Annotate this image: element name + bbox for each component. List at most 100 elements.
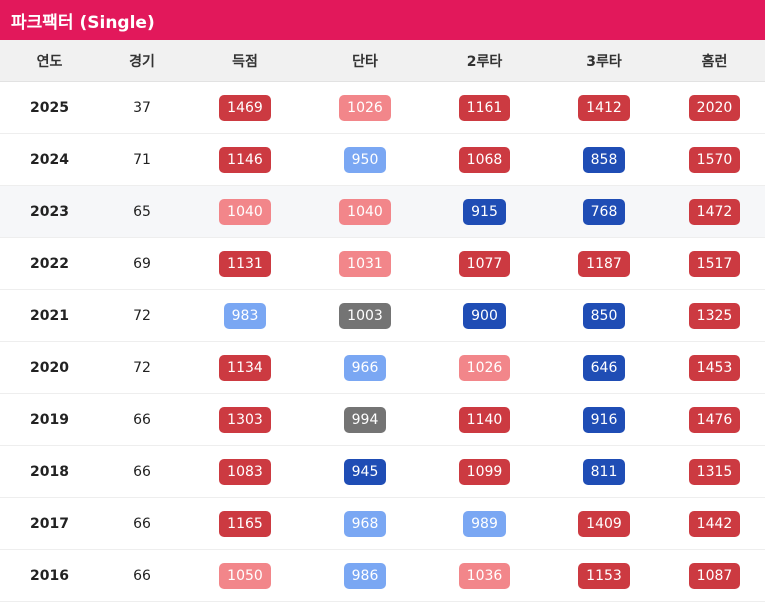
- value-badge: 1003: [339, 302, 391, 329]
- value-badge: 1036: [458, 562, 511, 589]
- runs-cell: 1303: [185, 393, 305, 446]
- value-badge: 1140: [458, 406, 511, 433]
- value-badge: 945: [343, 458, 387, 485]
- year-cell: 2023: [0, 185, 99, 238]
- year-cell: 2022: [0, 237, 99, 290]
- singles-cell: 966: [305, 341, 425, 394]
- value-badge: 950: [343, 146, 387, 173]
- games-cell: 66: [99, 445, 185, 498]
- value-badge: 1153: [578, 562, 630, 589]
- value-badge: 1412: [578, 94, 630, 121]
- value-badge: 1083: [219, 458, 271, 485]
- column-header-games[interactable]: 경기: [99, 40, 185, 82]
- value-badge: 646: [582, 354, 626, 381]
- doubles-cell: 1077: [425, 237, 544, 290]
- home-runs-cell: 1453: [664, 341, 765, 394]
- table-row: 2018 66 1083 945 1099 811 1315: [0, 445, 765, 498]
- home-runs-cell: 1442: [664, 497, 765, 550]
- runs-cell: 1146: [185, 133, 305, 186]
- value-badge: 1517: [688, 250, 741, 277]
- year-cell: 2021: [0, 289, 99, 342]
- value-badge: 1165: [219, 510, 271, 537]
- year-cell: 2017: [0, 497, 99, 550]
- home-runs-cell: 2020: [664, 81, 765, 134]
- games-cell: 66: [99, 393, 185, 446]
- value-badge: 858: [582, 146, 626, 173]
- column-header-doubles[interactable]: 2루타: [425, 40, 544, 82]
- runs-cell: 1131: [185, 237, 305, 290]
- singles-cell: 945: [305, 445, 425, 498]
- value-badge: 1476: [688, 406, 741, 433]
- value-badge: 1050: [219, 562, 271, 589]
- triples-cell: 1153: [544, 549, 664, 602]
- year-cell: 2025: [0, 81, 99, 134]
- triples-cell: 1412: [544, 81, 664, 134]
- runs-cell: 983: [185, 289, 305, 342]
- value-badge: 1026: [458, 354, 511, 381]
- runs-cell: 1134: [185, 341, 305, 394]
- value-badge: 1134: [219, 354, 271, 381]
- games-cell: 65: [99, 185, 185, 238]
- column-header-runs[interactable]: 득점: [185, 40, 305, 82]
- triples-cell: 858: [544, 133, 664, 186]
- value-badge: 986: [343, 562, 387, 589]
- year-cell: 2024: [0, 133, 99, 186]
- table-body: 2025 37 1469 1026 1161 1412 2020 2024 71 1146 950 1…: [0, 81, 765, 602]
- triples-cell: 916: [544, 393, 664, 446]
- triples-cell: 850: [544, 289, 664, 342]
- triples-cell: 646: [544, 341, 664, 394]
- value-badge: 983: [223, 302, 267, 329]
- doubles-cell: 989: [425, 497, 544, 550]
- runs-cell: 1050: [185, 549, 305, 602]
- home-runs-cell: 1087: [664, 549, 765, 602]
- home-runs-cell: 1472: [664, 185, 765, 238]
- value-badge: 916: [582, 406, 626, 433]
- year-cell: 2018: [0, 445, 99, 498]
- table-row: 2022 69 1131 1031 1077 1187 1517: [0, 237, 765, 290]
- column-header-triples[interactable]: 3루타: [544, 40, 664, 82]
- games-cell: 66: [99, 497, 185, 550]
- singles-cell: 986: [305, 549, 425, 602]
- value-badge: 1146: [219, 146, 271, 173]
- page-title: 파크팩터 (Single): [0, 0, 765, 40]
- home-runs-cell: 1517: [664, 237, 765, 290]
- value-badge: 1442: [688, 510, 741, 537]
- table-row: 2021 72 983 1003 900 850 1325: [0, 289, 765, 342]
- value-badge: 1187: [578, 250, 630, 277]
- doubles-cell: 1068: [425, 133, 544, 186]
- value-badge: 1469: [219, 94, 271, 121]
- home-runs-cell: 1570: [664, 133, 765, 186]
- table-header-row: 연도 경기 득점 단타 2루타 3루타 홈런: [0, 40, 765, 82]
- value-badge: 2020: [688, 94, 741, 121]
- doubles-cell: 1026: [425, 341, 544, 394]
- games-cell: 72: [99, 289, 185, 342]
- column-header-year[interactable]: 연도: [0, 40, 99, 82]
- value-badge: 1040: [339, 198, 391, 225]
- value-badge: 1303: [219, 406, 271, 433]
- games-cell: 66: [99, 549, 185, 602]
- table-row: 2017 66 1165 968 989 1409 1442: [0, 497, 765, 550]
- games-cell: 72: [99, 341, 185, 394]
- year-cell: 2016: [0, 549, 99, 602]
- singles-cell: 994: [305, 393, 425, 446]
- value-badge: 850: [582, 302, 626, 329]
- value-badge: 1315: [688, 458, 741, 485]
- singles-cell: 1031: [305, 237, 425, 290]
- singles-cell: 1040: [305, 185, 425, 238]
- value-badge: 1077: [458, 250, 511, 277]
- value-badge: 1472: [688, 198, 741, 225]
- value-badge: 1570: [688, 146, 741, 173]
- games-cell: 71: [99, 133, 185, 186]
- column-header-home-runs[interactable]: 홈런: [664, 40, 765, 82]
- triples-cell: 768: [544, 185, 664, 238]
- value-badge: 968: [343, 510, 387, 537]
- singles-cell: 1026: [305, 81, 425, 134]
- value-badge: 1161: [458, 94, 511, 121]
- home-runs-cell: 1325: [664, 289, 765, 342]
- year-cell: 2019: [0, 393, 99, 446]
- value-badge: 994: [343, 406, 387, 433]
- home-runs-cell: 1315: [664, 445, 765, 498]
- value-badge: 1031: [339, 250, 391, 277]
- triples-cell: 811: [544, 445, 664, 498]
- column-header-singles[interactable]: 단타: [305, 40, 425, 82]
